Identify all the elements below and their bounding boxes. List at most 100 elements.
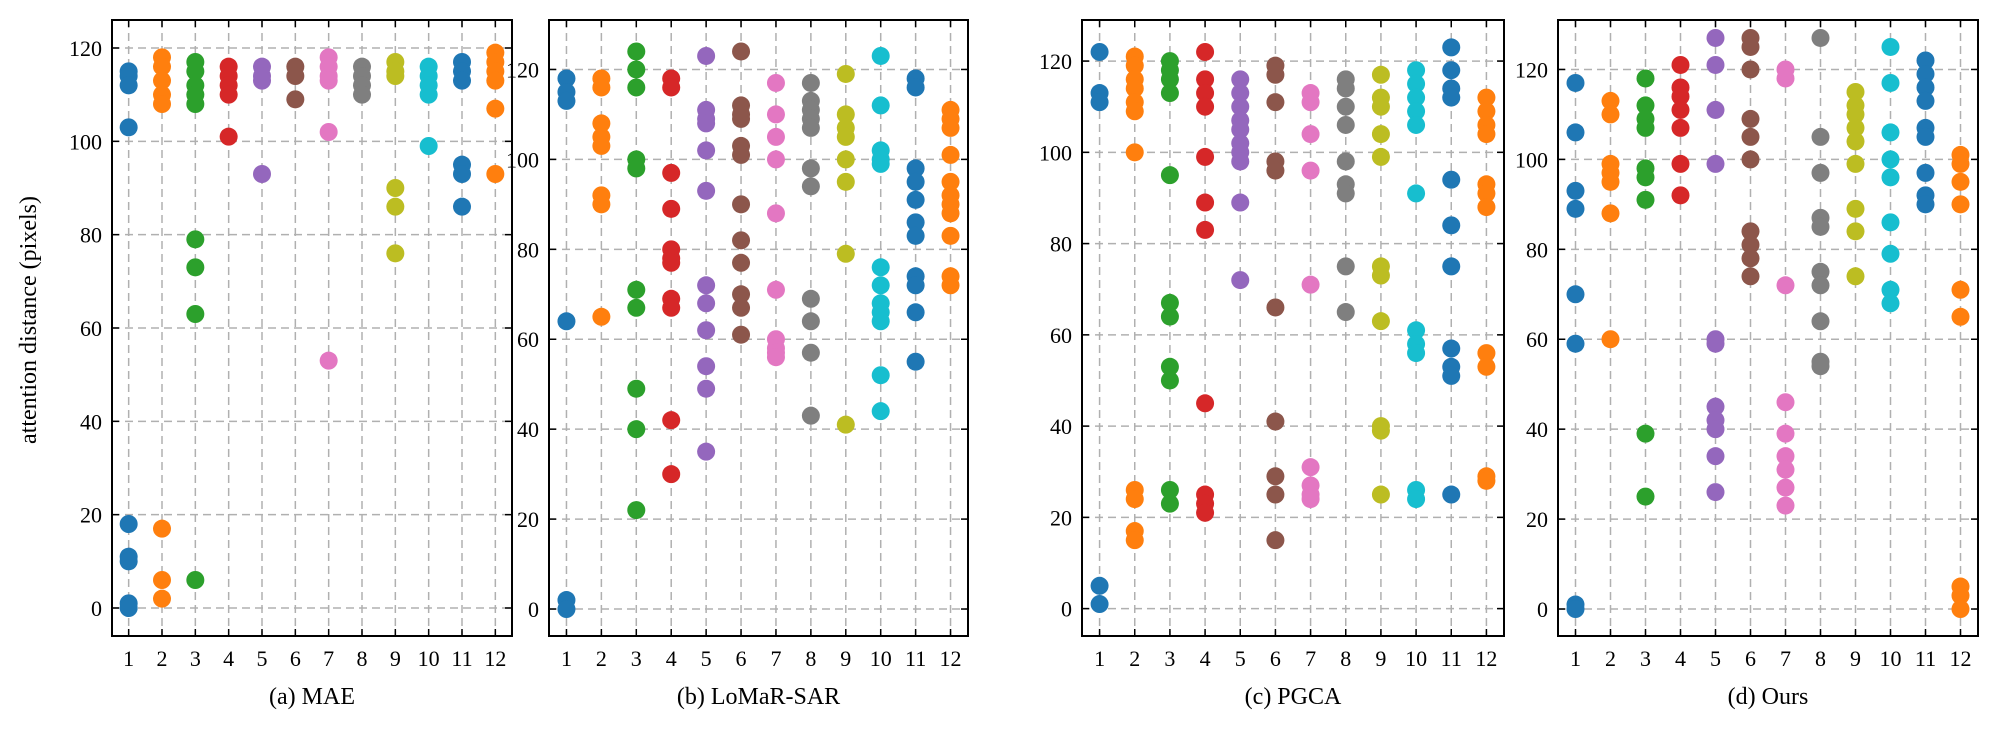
data-point-layer-12 bbox=[1951, 154, 1970, 173]
data-point-layer-9 bbox=[1371, 421, 1390, 440]
data-point-layer-4 bbox=[1671, 154, 1690, 173]
data-point-layer-4 bbox=[662, 163, 681, 182]
data-point-layer-9 bbox=[386, 244, 405, 263]
data-point-layer-4 bbox=[1196, 84, 1215, 103]
data-point-layer-11 bbox=[906, 276, 925, 295]
data-point-layer-7 bbox=[766, 348, 785, 367]
data-point-layer-7 bbox=[766, 127, 785, 146]
data-point-layer-10 bbox=[871, 46, 890, 65]
data-point-layer-2 bbox=[1125, 56, 1144, 75]
data-point-layer-11 bbox=[906, 303, 925, 322]
y-tick-label: 100 bbox=[1039, 140, 1072, 165]
data-point-layer-12 bbox=[1951, 307, 1970, 326]
data-point-layer-11 bbox=[1916, 195, 1935, 214]
data-point-layer-2 bbox=[592, 136, 611, 155]
data-point-layer-6 bbox=[732, 231, 751, 250]
data-point-layer-1 bbox=[557, 312, 576, 331]
data-point-layer-5 bbox=[1706, 483, 1725, 502]
x-tick-label: 9 bbox=[1375, 646, 1386, 671]
data-point-layer-6 bbox=[286, 90, 305, 109]
data-point-layer-4 bbox=[662, 253, 681, 272]
data-point-layer-3 bbox=[186, 95, 205, 113]
data-point-layer-5 bbox=[697, 379, 716, 398]
data-point-layer-1 bbox=[1566, 73, 1585, 92]
data-point-layer-7 bbox=[1776, 496, 1795, 515]
data-point-layer-2 bbox=[1601, 204, 1620, 223]
data-point-layer-9 bbox=[1846, 267, 1865, 286]
data-point-layer-2 bbox=[153, 519, 171, 538]
data-point-layer-5 bbox=[1706, 334, 1725, 353]
data-point-layer-9 bbox=[386, 67, 405, 85]
data-point-layer-3 bbox=[627, 159, 646, 178]
data-point-layer-8 bbox=[1811, 262, 1830, 281]
data-point-layer-11 bbox=[906, 159, 925, 178]
data-point-layer-1 bbox=[557, 91, 576, 110]
data-point-layer-5 bbox=[1231, 70, 1250, 89]
data-point-layer-8 bbox=[801, 73, 820, 92]
x-tick-label: 5 bbox=[1710, 646, 1721, 671]
y-tick-label: 0 bbox=[528, 597, 539, 622]
data-point-layer-3 bbox=[627, 42, 646, 61]
y-tick-label: 100 bbox=[1515, 147, 1548, 172]
x-tick-label: 6 bbox=[1270, 646, 1281, 671]
data-point-layer-3 bbox=[1636, 424, 1655, 443]
data-point-layer-2 bbox=[1601, 330, 1620, 349]
axes-frame bbox=[548, 19, 969, 637]
data-point-layer-12 bbox=[1951, 280, 1970, 299]
axes-frame bbox=[1081, 19, 1505, 637]
data-point-layer-12 bbox=[1477, 198, 1496, 217]
data-point-layer-11 bbox=[1916, 127, 1935, 146]
data-point-layer-6 bbox=[1266, 467, 1285, 486]
data-point-layer-4 bbox=[1196, 394, 1215, 413]
y-tick-label: 80 bbox=[1526, 237, 1548, 262]
data-point-layer-4 bbox=[219, 85, 238, 104]
data-point-layer-7 bbox=[1776, 460, 1795, 479]
data-point-layer-9 bbox=[836, 64, 855, 83]
data-point-layer-1 bbox=[119, 552, 138, 571]
data-point-layer-10 bbox=[871, 366, 890, 385]
data-point-layer-10 bbox=[1407, 61, 1426, 80]
x-tick-label: 8 bbox=[357, 646, 368, 671]
data-point-layer-7 bbox=[319, 71, 338, 90]
y-tick-label: 120 bbox=[1039, 49, 1072, 74]
x-tick-label: 12 bbox=[484, 646, 506, 671]
data-point-layer-9 bbox=[386, 197, 405, 216]
data-point-layer-12 bbox=[1477, 471, 1496, 490]
data-point-layer-3 bbox=[1160, 357, 1179, 376]
data-point-layer-2 bbox=[1601, 172, 1620, 191]
data-point-layer-6 bbox=[1266, 412, 1285, 431]
y-tick-label: 120 bbox=[1515, 57, 1548, 82]
data-point-layer-11 bbox=[1916, 78, 1935, 97]
data-point-layer-10 bbox=[1881, 280, 1900, 299]
data-point-layer-10 bbox=[1407, 115, 1426, 134]
y-tick-label: 40 bbox=[517, 417, 539, 442]
y-tick-label: 60 bbox=[1526, 327, 1548, 352]
data-point-layer-3 bbox=[186, 62, 205, 81]
x-tick-label: 11 bbox=[1915, 646, 1936, 671]
data-point-layer-5 bbox=[697, 114, 716, 133]
data-point-layer-11 bbox=[1442, 339, 1461, 358]
data-point-layer-2 bbox=[153, 571, 171, 589]
data-point-layer-10 bbox=[1407, 344, 1426, 363]
data-point-layer-2 bbox=[153, 57, 171, 76]
data-point-layer-12 bbox=[1477, 184, 1496, 203]
data-point-layer-8 bbox=[1811, 312, 1830, 331]
x-tick-label: 1 bbox=[1570, 646, 1581, 671]
x-tick-label: 3 bbox=[190, 646, 201, 671]
data-point-layer-8 bbox=[1811, 163, 1830, 182]
data-point-layer-11 bbox=[1442, 257, 1461, 276]
y-tick-label: 60 bbox=[517, 327, 539, 352]
data-point-layer-2 bbox=[592, 114, 611, 133]
data-point-layer-1 bbox=[1090, 576, 1109, 595]
data-point-layer-6 bbox=[1266, 161, 1285, 180]
data-point-layer-7 bbox=[1301, 161, 1320, 180]
data-point-layer-11 bbox=[453, 197, 471, 216]
x-tick-label: 1 bbox=[123, 646, 134, 671]
data-point-layer-4 bbox=[662, 298, 681, 317]
data-point-layer-1 bbox=[119, 515, 138, 533]
data-point-layer-9 bbox=[1371, 485, 1390, 504]
x-tick-label: 6 bbox=[1745, 646, 1756, 671]
x-tick-label: 11 bbox=[451, 646, 472, 671]
data-point-layer-7 bbox=[1776, 69, 1795, 88]
data-point-layer-9 bbox=[1371, 65, 1390, 84]
